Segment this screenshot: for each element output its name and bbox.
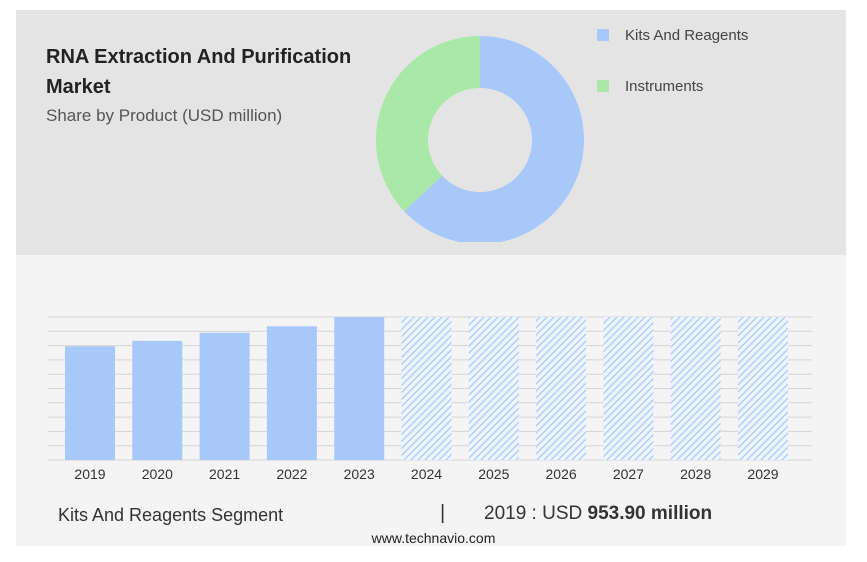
footer-value: 2019 : USD 953.90 million bbox=[484, 503, 712, 525]
legend-label-kits: Kits And Reagents bbox=[625, 27, 749, 44]
x-tick-label: 2020 bbox=[142, 466, 173, 482]
footer-divider: | bbox=[440, 502, 446, 524]
footer-segment-label: Kits And Reagents Segment bbox=[58, 505, 284, 525]
bar-2023 bbox=[334, 317, 385, 460]
bar-forecast-2028 bbox=[670, 317, 721, 460]
x-tick-label: 2022 bbox=[276, 466, 307, 482]
x-tick-label: 2019 bbox=[74, 466, 105, 482]
legend-swatch-instruments bbox=[597, 80, 609, 92]
x-tick-label: 2021 bbox=[209, 466, 240, 482]
chart-title: RNA Extraction And Purification Market bbox=[46, 46, 352, 98]
x-tick-label: 2023 bbox=[344, 466, 375, 482]
bar-2022 bbox=[266, 326, 317, 460]
bar-forecast-2026 bbox=[536, 317, 587, 460]
legend-item-instruments: Instruments bbox=[597, 78, 703, 95]
donut-slice-1 bbox=[376, 36, 480, 212]
donut-slice-0 bbox=[404, 36, 584, 242]
bar-forecast-2029 bbox=[738, 317, 788, 460]
chart-subtitle: Share by Product (USD million) bbox=[46, 106, 283, 125]
site-url: www.technavio.com bbox=[371, 530, 496, 546]
x-tick-label: 2026 bbox=[546, 466, 577, 482]
x-tick-label: 2025 bbox=[478, 466, 509, 482]
bar-2019 bbox=[65, 346, 115, 460]
legend-label-instruments: Instruments bbox=[625, 78, 704, 95]
bar-2021 bbox=[199, 332, 250, 460]
legend-item-kits: Kits And Reagents bbox=[597, 27, 748, 44]
bar-2020 bbox=[132, 340, 183, 460]
x-tick-label: 2027 bbox=[613, 466, 644, 482]
bar-chart: 2019 2020 2021 2022 2023 2024 2025 2026 2027 2028… bbox=[48, 316, 812, 482]
bar-forecast-2025 bbox=[468, 317, 519, 460]
footer-year-prefix: 2019 : USD bbox=[484, 503, 583, 524]
legend-swatch-kits bbox=[597, 29, 609, 41]
x-tick-label: 2028 bbox=[680, 466, 711, 482]
bar-forecast-2024 bbox=[401, 317, 452, 460]
bar-forecast-2027 bbox=[603, 317, 654, 460]
footer-value-amount: 953.90 million bbox=[587, 503, 713, 524]
x-tick-label: 2029 bbox=[747, 466, 778, 482]
donut-chart bbox=[376, 36, 584, 242]
x-tick-label: 2024 bbox=[411, 466, 442, 482]
